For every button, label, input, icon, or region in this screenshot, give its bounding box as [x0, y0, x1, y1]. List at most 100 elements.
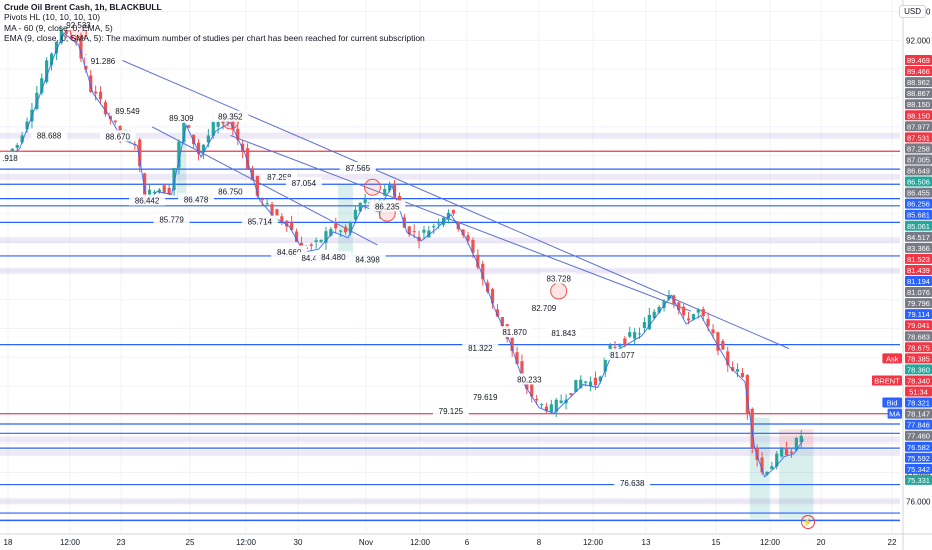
pivot-label: 89.352 — [218, 113, 243, 122]
zone-band — [0, 132, 900, 139]
candle-body — [706, 319, 710, 326]
candle-body — [535, 398, 539, 401]
pivot-label: 86.750 — [218, 188, 243, 197]
candle-body — [358, 202, 362, 212]
pivot-label-bg — [212, 185, 249, 197]
candle-body — [329, 229, 333, 236]
pivot-label: 86.235 — [375, 202, 400, 211]
candle-body — [486, 282, 490, 292]
price-tag — [905, 287, 932, 298]
candle-body — [79, 35, 83, 59]
candle-body — [74, 41, 78, 43]
price-tag — [905, 231, 932, 242]
price-tag-label: 81.439 — [907, 266, 930, 275]
pivot-label: 85.779 — [159, 216, 184, 225]
price-tag — [905, 121, 932, 132]
pivot-label-bg — [432, 405, 469, 417]
y-tick-label: 92.000 — [906, 36, 931, 45]
side-tag — [872, 375, 902, 386]
side-tag-label: Bid — [887, 399, 898, 408]
pivot-label: 84.398 — [355, 255, 380, 264]
chart-title[interactable]: Crude Oil Brent Cash, 1h, BLACKBULL — [4, 2, 162, 12]
candle-body — [603, 357, 607, 372]
price-tag-label: 89.466 — [907, 67, 930, 76]
pivot-circle — [364, 178, 381, 196]
pivot-label-bg — [349, 253, 386, 265]
candle-body — [544, 406, 549, 412]
price-tag-label: 86.649 — [907, 167, 930, 176]
pivot-circle — [550, 282, 568, 300]
price-tag — [905, 474, 932, 485]
study-ema[interactable]: EMA (9, close, 0, SMA, 5): The maximum n… — [4, 32, 425, 43]
candle-body — [363, 199, 367, 203]
candle-body — [765, 471, 769, 475]
price-tag-label: 83.366 — [907, 244, 930, 253]
pivot-label: 86.478 — [184, 195, 209, 204]
pivot-label: 81.870 — [502, 328, 527, 337]
candle-body — [20, 135, 24, 143]
price-tag-label: 86.455 — [907, 189, 930, 198]
price-tag — [905, 209, 932, 220]
candle-body — [584, 381, 588, 383]
x-tick-label: 30 — [294, 538, 303, 547]
price-tag — [905, 430, 932, 441]
price-tag-label: 81.523 — [907, 255, 930, 264]
candle-body — [740, 372, 745, 378]
candle-body — [241, 143, 245, 152]
candle-body — [579, 379, 583, 388]
pivot-label: .918 — [2, 154, 18, 163]
study-ma[interactable]: MA - 60 (9, close, 0, EMA, 5) — [4, 22, 113, 33]
position-zone — [338, 184, 353, 257]
currency-button[interactable]: USD — [899, 5, 926, 18]
x-tick-label: 20 — [817, 538, 826, 547]
pivot-label-bg — [614, 476, 651, 488]
price-tag-label: 76.582 — [907, 443, 930, 452]
pivot-label: 84.660 — [277, 248, 302, 257]
candle-body — [642, 322, 647, 328]
candle-body — [392, 184, 397, 197]
candle-body — [628, 332, 632, 337]
candle-body — [569, 393, 573, 395]
candle-body — [623, 338, 627, 345]
candle-body — [177, 141, 181, 168]
price-tag — [905, 364, 932, 375]
candle-body — [780, 448, 784, 457]
price-tag — [905, 441, 932, 452]
x-tick-label: 12:00 — [760, 538, 781, 547]
x-tick-label: 15 — [712, 538, 721, 547]
candle-body — [138, 139, 142, 167]
candle-body — [343, 226, 348, 233]
pivot-label: 88.688 — [37, 132, 62, 141]
candle-body — [789, 451, 794, 454]
pivot-label-bg — [545, 327, 582, 339]
candle-body — [481, 263, 485, 280]
pivot-label: 81.843 — [551, 329, 576, 338]
candle-body — [270, 204, 274, 217]
candle-body — [285, 220, 289, 227]
pivot-label: 79.619 — [473, 393, 498, 402]
candle-body — [89, 75, 93, 92]
candle-body — [49, 53, 54, 65]
candle-body — [451, 210, 455, 214]
pivot-label-bg — [496, 326, 533, 338]
pivot-label: 84.438 — [301, 254, 326, 263]
pivot-label: 83.728 — [546, 275, 571, 284]
x-tick-label: 12:00 — [583, 538, 604, 547]
x-tick-label: 23 — [117, 538, 126, 547]
candle-body — [339, 230, 343, 232]
candle-body — [201, 144, 206, 153]
study-pivots[interactable]: Pivots HL (10, 10, 10, 10) — [4, 12, 101, 23]
candle-body — [309, 244, 313, 246]
lightning-alert-icon[interactable]: ⚡ — [801, 515, 815, 529]
pivot-label-bg — [540, 272, 577, 284]
pivot-label: 88.670 — [105, 132, 130, 141]
price-tag — [905, 353, 932, 364]
price-tag-label: 75.331 — [907, 476, 930, 485]
price-tag — [905, 298, 932, 309]
side-tag-label: MA — [889, 410, 900, 419]
position-zone — [749, 417, 770, 519]
candle-body — [525, 382, 529, 390]
position-zone — [779, 446, 814, 519]
candle-body — [103, 102, 108, 115]
